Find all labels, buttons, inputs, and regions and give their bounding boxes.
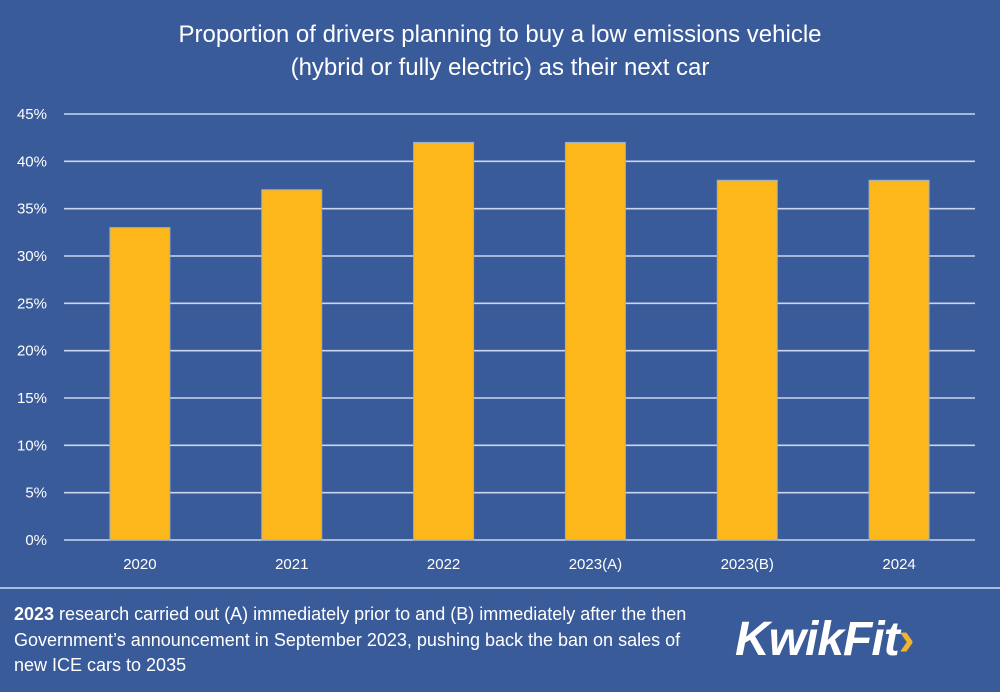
y-tick-label: 20% <box>17 343 47 360</box>
x-tick-label: 2024 <box>882 556 915 573</box>
bar <box>413 141 475 541</box>
x-tick-label: 2023(A) <box>569 556 622 573</box>
footnote: 2023 research carried out (A) immediatel… <box>14 602 714 679</box>
chart-title: Proportion of drivers planning to buy a … <box>0 18 1000 84</box>
y-tick-label: 5% <box>25 485 47 502</box>
y-tick-label: 30% <box>17 248 47 265</box>
bar-chart: 0% 5% 10% 15% 20% 25% 30% 35% 40% 45% 2020 2021 2022… <box>17 106 975 573</box>
x-tick-label: 2022 <box>427 556 460 573</box>
x-tick-label: 2020 <box>123 556 156 573</box>
x-tick-label: 2021 <box>275 556 308 573</box>
bar <box>261 189 323 541</box>
y-tick-label: 40% <box>17 153 47 170</box>
bar <box>716 179 778 541</box>
bar <box>564 141 626 541</box>
divider <box>0 587 1000 589</box>
title-line-2: (hybrid or fully electric) as their next… <box>290 54 710 81</box>
title-line-1: Proportion of drivers planning to buy a … <box>178 21 822 48</box>
footnote-text: research carried out (A) immediately pri… <box>14 604 687 675</box>
bar <box>109 227 171 541</box>
y-tick-label: 0% <box>25 532 47 549</box>
y-tick-label: 45% <box>17 106 47 123</box>
logo-chevron: › <box>898 613 915 666</box>
footnote-bold: 2023 <box>14 604 55 624</box>
y-tick-label: 35% <box>17 201 47 218</box>
bar <box>868 179 930 541</box>
y-tick-label: 25% <box>17 295 47 312</box>
y-tick-label: 10% <box>17 437 47 454</box>
kwikfit-logo: KwikFit› <box>735 612 915 667</box>
x-tick-label: 2023(B) <box>721 556 774 573</box>
logo-text: KwikFit <box>735 613 900 666</box>
y-tick-label: 15% <box>17 390 47 407</box>
